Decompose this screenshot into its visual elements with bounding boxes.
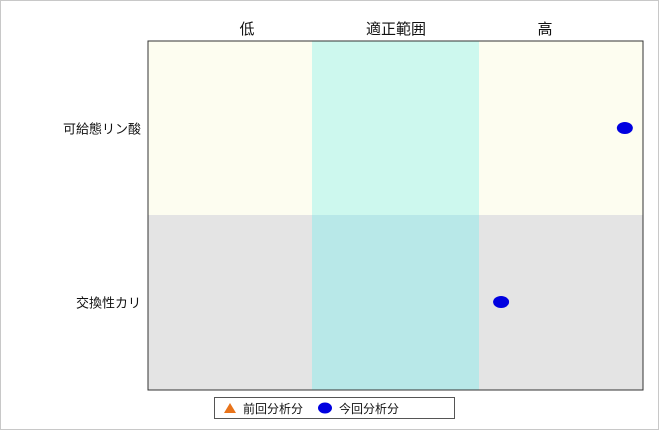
legend-item-previous: 前回分析分: [223, 400, 303, 417]
legend-item-current: 今回分析分: [317, 400, 399, 417]
triangle-icon: [224, 403, 236, 413]
band-row1-low: [148, 41, 312, 215]
band-row2-optimal: [312, 215, 479, 390]
row-label-phosphate: 可給態リン酸: [62, 122, 141, 138]
legend-label-previous: 前回分析分: [243, 401, 304, 416]
column-label-optimal: 適正範囲: [365, 20, 427, 38]
data-point-series1-1: [493, 296, 510, 308]
plot-border: [147, 40, 644, 391]
column-label-high: 高: [537, 20, 553, 38]
band-row1-optimal: [312, 41, 479, 215]
ellipse-icon: [318, 402, 333, 414]
legend-label-current: 今回分析分: [339, 401, 400, 416]
legend: 前回分析分 今回分析分: [214, 397, 455, 419]
column-label-low: 低: [239, 20, 255, 38]
row-label-potassium: 交換性カリ: [75, 296, 141, 312]
data-point-series1-0: [616, 122, 633, 134]
band-row2-low: [148, 215, 312, 390]
band-row1-high: [479, 41, 643, 215]
